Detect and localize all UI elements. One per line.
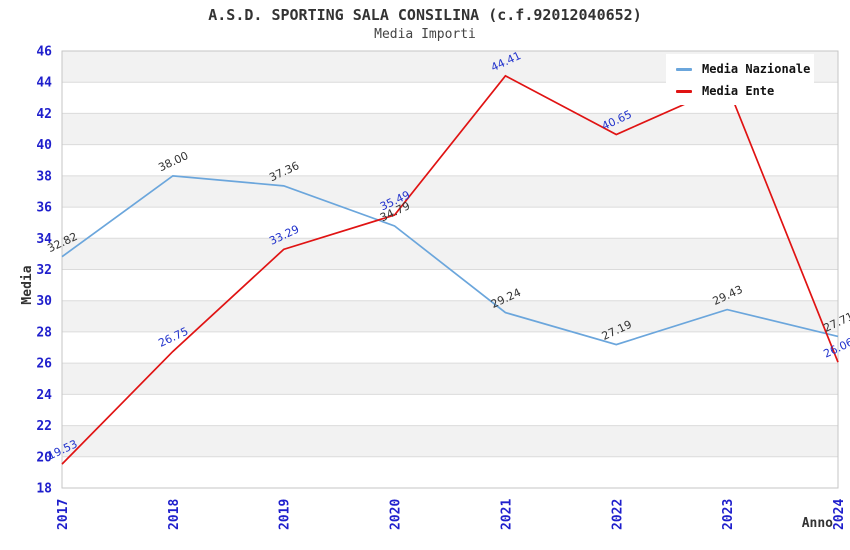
y-tick-label: 36 <box>36 201 52 216</box>
y-tick-label: 32 <box>36 263 52 278</box>
legend-item-media-nazionale: Media Nazionale <box>676 62 811 76</box>
y-tick-label: 18 <box>36 482 52 497</box>
x-tick-label: 2018 <box>167 499 182 530</box>
x-tick-label: 2017 <box>56 499 71 530</box>
legend-label: Media Ente <box>702 84 775 98</box>
legend-label: Media Nazionale <box>702 62 811 76</box>
plot-band <box>62 363 838 395</box>
x-tick-label: 2019 <box>278 499 293 530</box>
plot-border <box>61 50 839 489</box>
y-tick-label: 22 <box>36 419 52 434</box>
y-tick-label: 26 <box>36 357 52 372</box>
y-tick-label: 46 <box>36 45 52 60</box>
x-tick-label: 2024 <box>832 499 847 530</box>
legend-line-swatch-icon <box>676 89 692 93</box>
y-tick-label: 34 <box>36 232 52 247</box>
y-tick-label: 24 <box>36 388 52 403</box>
x-tick-label: 2023 <box>721 499 736 530</box>
legend-item-media-ente: Media Ente <box>676 84 808 98</box>
y-tick-label: 30 <box>36 294 52 309</box>
chart-title: A.S.D. SPORTING SALA CONSILINA (c.f.9201… <box>208 6 642 24</box>
chart-subtitle: Media Importi <box>374 27 476 42</box>
y-tick-label: 42 <box>36 107 52 122</box>
plot-band <box>62 175 838 208</box>
y-axis-title: Media <box>20 265 35 304</box>
x-tick-label: 2020 <box>389 499 404 530</box>
y-tick-label: 20 <box>36 450 52 465</box>
series-line-media-nazionale <box>61 174 839 346</box>
y-tick-label: 44 <box>36 76 52 91</box>
legend: Media Nazionale Media Ente <box>666 54 814 105</box>
x-axis-title: Anno <box>802 516 833 531</box>
y-tick-label: 40 <box>36 138 52 153</box>
plot-band <box>62 113 838 145</box>
y-tick-label: 28 <box>36 325 52 340</box>
y-tick-label: 38 <box>36 169 52 184</box>
value-label: 38.00 <box>156 149 190 174</box>
plot-band <box>62 425 838 457</box>
x-tick-label: 2022 <box>610 499 625 530</box>
x-tick-label: 2021 <box>499 499 514 530</box>
legend-line-swatch-icon <box>676 67 692 71</box>
plot-band <box>62 238 838 270</box>
